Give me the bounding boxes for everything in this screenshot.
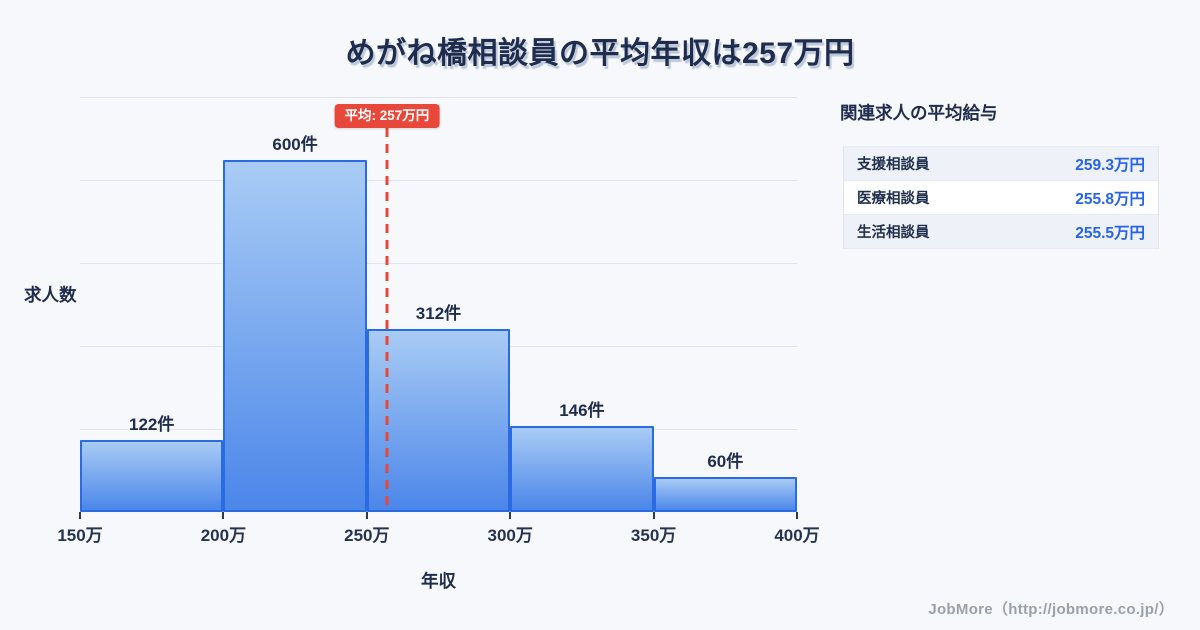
- x-tick-label: 400万: [774, 526, 820, 545]
- bar-count-label: 122件: [129, 415, 175, 435]
- salary-row-value: 255.5万円: [1075, 224, 1145, 242]
- footer-credit: JobMore（http://jobmore.co.jp/）: [928, 601, 1174, 618]
- salary-row-value: 255.8万円: [1075, 190, 1145, 208]
- average-badge: 平均: 257万円: [334, 104, 440, 128]
- x-axis-label: 年収: [421, 571, 456, 591]
- salary-row-label: 支援相談員: [857, 157, 930, 173]
- x-tick-label: 250万: [344, 526, 390, 545]
- x-tick-label: 200万: [200, 526, 247, 545]
- x-tick-mark: [796, 512, 798, 519]
- x-tick-mark: [365, 512, 368, 519]
- bar-count-label: 146件: [559, 401, 605, 421]
- x-tick-label: 300万: [487, 526, 533, 545]
- x-tick-mark: [222, 512, 225, 519]
- histogram-bar: [510, 426, 654, 512]
- plot-area: 122件 600件 312件 146件 60件 150万 200万 250万 300万 350万 4…: [57, 97, 820, 545]
- salary-row: 医療相談員 255.8万円: [844, 181, 1158, 215]
- salary-row-label: 医療相談員: [857, 191, 930, 207]
- salary-row: 生活相談員 255.5万円: [844, 215, 1158, 249]
- bar-count-label: 600件: [272, 134, 318, 154]
- histogram-bar: [366, 328, 511, 512]
- histogram-bar: [80, 440, 224, 512]
- average-dashed-line: [385, 128, 389, 512]
- gridline: [80, 263, 797, 264]
- histogram-bar: [223, 159, 367, 512]
- salary-row-value: 259.3万円: [1075, 156, 1145, 174]
- x-tick-mark: [79, 512, 81, 519]
- histogram-bar: [653, 476, 797, 512]
- x-tick-label: 350万: [630, 526, 677, 545]
- gridline: [80, 97, 797, 98]
- page-title: めがね橋相談員の平均年収は257万円: [345, 37, 855, 70]
- salary-row-label: 生活相談員: [857, 225, 930, 241]
- bar-count-label: 60件: [707, 451, 744, 471]
- y-axis-label: 求人数: [24, 285, 77, 305]
- related-panel-title: 関連求人の平均給与: [840, 103, 998, 123]
- related-salary-table: 支援相談員 259.3万円医療相談員 255.8万円生活相談員 255.5万円: [843, 146, 1159, 249]
- x-tick-mark: [652, 512, 655, 519]
- x-tick-label: 150万: [57, 526, 103, 545]
- salary-row: 支援相談員 259.3万円: [844, 147, 1158, 181]
- x-tick-mark: [509, 512, 512, 519]
- bar-count-label: 312件: [415, 303, 462, 323]
- gridline: [80, 180, 797, 181]
